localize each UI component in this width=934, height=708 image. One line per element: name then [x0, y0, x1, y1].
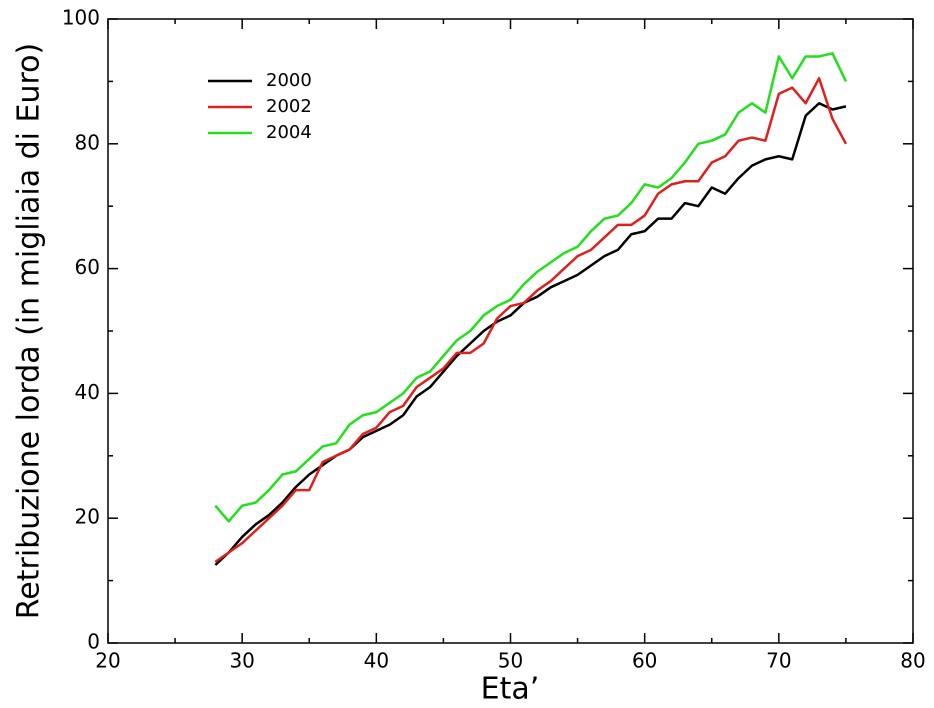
- x-tick-label: 80: [900, 649, 925, 673]
- x-tick-label: 60: [632, 649, 657, 673]
- y-axis-label: Retribuzione lorda (in migliaia di Euro): [12, 43, 47, 619]
- data-line: [214, 52, 848, 523]
- legend-label: 2000: [266, 70, 312, 91]
- x-tick-label: 70: [766, 649, 791, 673]
- y-tick-label: 60: [75, 255, 100, 279]
- x-tick-label: 40: [364, 649, 389, 673]
- x-tick-label: 20: [95, 649, 120, 673]
- data-line: [214, 77, 848, 563]
- y-tick-label: 20: [75, 505, 100, 529]
- x-tick-label: 50: [498, 649, 523, 673]
- y-tick-label: 40: [75, 380, 100, 404]
- x-axis-label: Eta’: [481, 672, 540, 707]
- y-tick-label: 0: [87, 630, 100, 654]
- plot-frame: [107, 18, 914, 644]
- legend-label: 2004: [266, 122, 312, 143]
- legend-label: 2002: [266, 96, 312, 117]
- data-line: [214, 101, 847, 566]
- x-tick-label: 30: [229, 649, 254, 673]
- y-tick-label: 100: [62, 6, 100, 30]
- y-tick-label: 80: [75, 130, 100, 154]
